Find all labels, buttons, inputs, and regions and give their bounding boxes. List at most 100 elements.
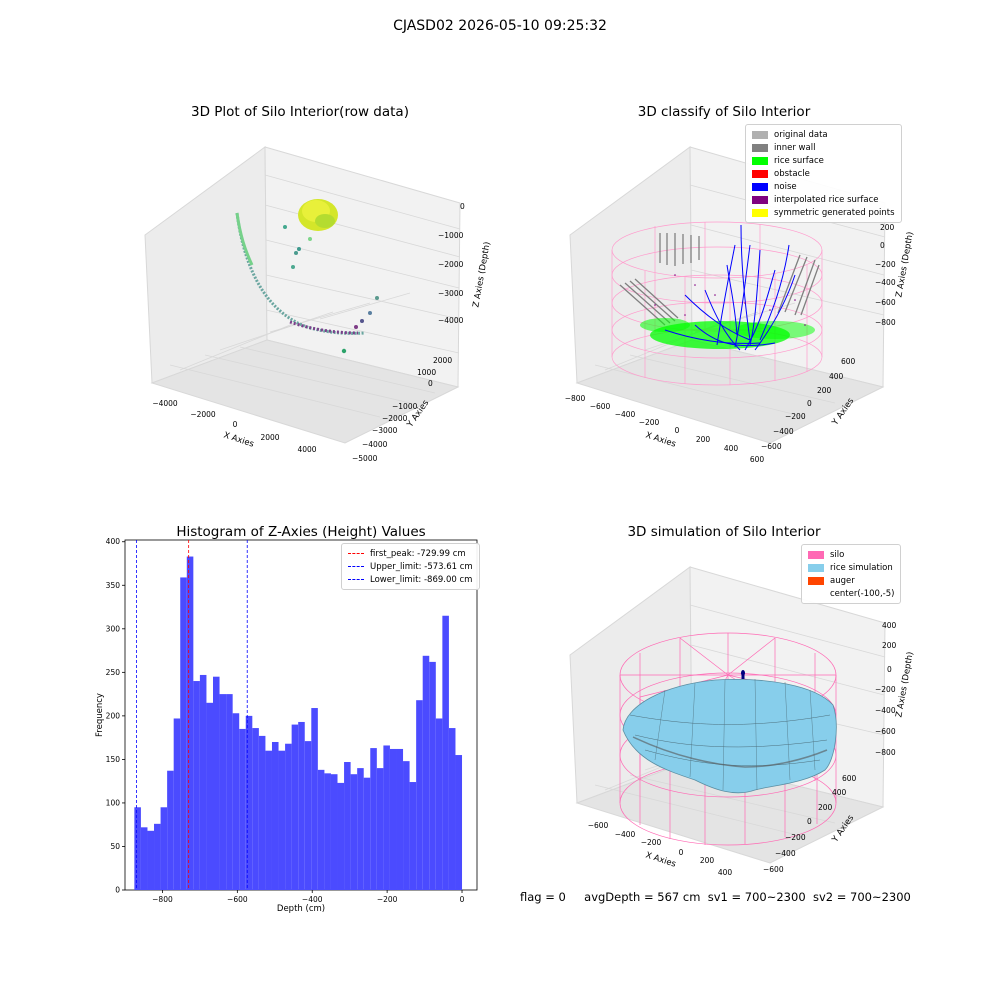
histogram-bar: [383, 745, 390, 890]
histogram-bar: [271, 741, 279, 890]
classify-x-label: X Axies: [644, 430, 677, 449]
svg-text:−600: −600: [761, 442, 782, 451]
svg-text:0: 0: [679, 848, 684, 857]
x-tick-label: 0: [460, 895, 465, 904]
svg-text:0: 0: [880, 241, 885, 250]
svg-text:−4000: −4000: [152, 399, 178, 408]
svg-text:200: 200: [696, 435, 711, 444]
svg-text:−400: −400: [875, 706, 896, 715]
legend-swatch: [752, 182, 768, 191]
svg-text:−600: −600: [590, 402, 611, 411]
svg-text:−400: −400: [615, 410, 636, 419]
legend-entry: auger: [808, 574, 894, 587]
histogram-bar: [193, 681, 200, 890]
raw-point-cloud: [235, 199, 379, 354]
histogram-bar: [291, 724, 299, 890]
svg-text:−800: −800: [875, 318, 896, 327]
svg-text:400: 400: [829, 372, 844, 381]
legend-swatch: [752, 208, 768, 217]
legend-label: rice surface: [774, 155, 824, 166]
histogram-bar: [219, 694, 227, 890]
legend-entry: center(-100,-5): [808, 587, 894, 600]
classify-rice-surface: [640, 318, 815, 349]
svg-text:200: 200: [880, 223, 895, 232]
svg-text:600: 600: [842, 774, 857, 783]
legend-label: inner wall: [774, 142, 816, 153]
legend-line-swatch: [348, 566, 364, 567]
legend-label: center(-100,-5): [830, 588, 895, 599]
classify-noise: [664, 224, 796, 351]
histogram-bar: [435, 718, 443, 890]
legend-label: interpolated rice surface: [774, 194, 879, 205]
legend-swatch: [752, 195, 768, 204]
legend-entry: original data: [752, 128, 895, 141]
svg-text:−600: −600: [763, 865, 784, 874]
histogram-bar: [140, 827, 148, 890]
x-tick-label: −200: [377, 895, 398, 904]
svg-text:2000: 2000: [260, 433, 279, 442]
y-tick-label: 0: [115, 886, 120, 895]
svg-text:0: 0: [807, 399, 812, 408]
svg-text:−800: −800: [875, 748, 896, 757]
svg-text:−200: −200: [875, 685, 896, 694]
legend-label: noise: [774, 181, 797, 192]
legend-swatch: [808, 590, 824, 598]
legend-entry: rice surface: [752, 154, 895, 167]
svg-text:−2000: −2000: [438, 260, 464, 269]
svg-text:−3000: −3000: [372, 426, 398, 435]
classify-floor-pane: [575, 339, 885, 444]
svg-text:−200: −200: [641, 838, 662, 847]
x-tick-label: −600: [227, 895, 248, 904]
legend-swatch: [752, 143, 768, 152]
legend-swatch: [808, 563, 824, 572]
histogram-x-ticks: −800 −600 −400 −200 0: [152, 890, 465, 904]
raw-plot-title: 3D Plot of Silo Interior(row data): [191, 104, 409, 120]
histogram-bar: [357, 768, 364, 890]
legend-entry: rice simulation: [808, 561, 894, 574]
svg-text:200: 200: [882, 641, 897, 650]
histogram-bar: [311, 708, 318, 890]
histogram-bar: [403, 761, 410, 890]
histogram-bar: [396, 748, 404, 890]
svg-text:−200: −200: [875, 260, 896, 269]
histogram-bar: [337, 782, 345, 890]
svg-text:0: 0: [887, 665, 892, 674]
histogram-chart[interactable]: −800 −600 −400 −200 0 0 50 100 150 200 250 300 350 4…: [80, 535, 490, 920]
legend-entry: silo: [808, 548, 894, 561]
histogram-bar: [363, 777, 371, 890]
svg-text:4000: 4000: [297, 445, 316, 454]
raw-floor-pane: [150, 339, 460, 444]
histogram-bar: [429, 661, 436, 890]
histogram-bar: [173, 718, 181, 890]
y-tick-label: 400: [106, 537, 121, 546]
histogram-legend: first_peak: -729.99 cm Upper_limit: -573…: [341, 543, 480, 590]
y-tick-label: 200: [106, 711, 121, 720]
legend-label: original data: [774, 129, 828, 140]
svg-text:−3000: −3000: [438, 289, 464, 298]
simulation-3d-plot[interactable]: 400 200 0 −200 −400 −600 −800 Z Axies (D…: [545, 545, 945, 890]
simulation-plot-title: 3D simulation of Silo Interior: [627, 524, 821, 540]
svg-text:0: 0: [460, 202, 465, 211]
raw-x-ticks: −4000 −2000 0 2000 4000: [152, 399, 316, 454]
raw-grid: [169, 174, 461, 418]
flag-status: flag = 0: [520, 890, 566, 904]
histogram-bar: [416, 700, 423, 890]
simulation-z-label: Z Axies (Depth): [894, 651, 915, 718]
svg-text:0: 0: [233, 420, 238, 429]
svg-text:400: 400: [832, 788, 847, 797]
svg-text:−800: −800: [565, 394, 586, 403]
svg-text:−200: −200: [785, 412, 806, 421]
histogram-bar: [330, 774, 338, 890]
svg-text:200: 200: [817, 386, 832, 395]
histogram-bar: [442, 615, 449, 890]
histogram-bar: [226, 694, 233, 890]
histogram-bar: [167, 770, 174, 890]
histogram-bar: [304, 741, 312, 890]
histogram-bar: [376, 768, 384, 890]
raw-3d-plot[interactable]: 0 −1000 −2000 −3000 −4000 Z Axies (Depth…: [120, 125, 520, 470]
y-tick-label: 100: [106, 798, 121, 807]
svg-text:−400: −400: [775, 849, 796, 858]
histogram-bar: [180, 577, 187, 890]
x-tick-label: −400: [302, 895, 323, 904]
histogram-bar: [245, 715, 253, 890]
